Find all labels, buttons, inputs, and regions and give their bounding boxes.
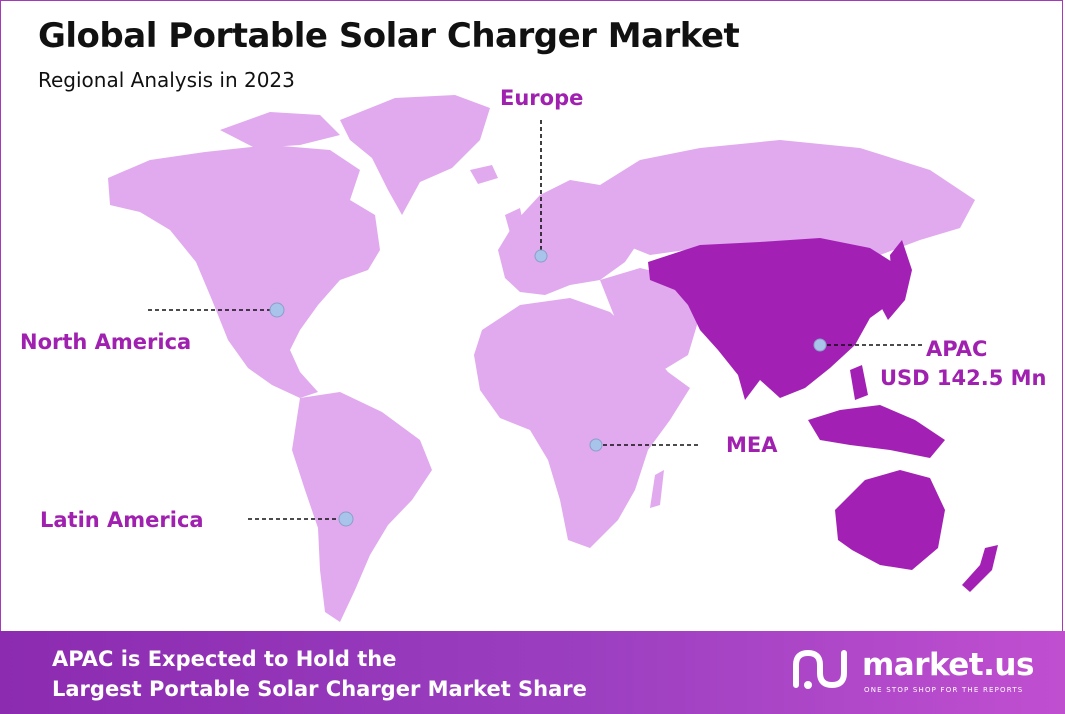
arctic-islands (220, 112, 340, 148)
apac-region (648, 238, 998, 592)
label-europe: Europe (500, 86, 584, 110)
brand-tagline: ONE STOP SHOP FOR THE REPORTS (864, 686, 1024, 694)
south-america-landmass (292, 392, 432, 622)
label-apac: APAC (926, 337, 988, 361)
new-zealand (962, 545, 998, 592)
label-mea: MEA (726, 433, 778, 457)
middle-east (600, 268, 700, 372)
world-map (108, 95, 998, 622)
north-asia (600, 140, 975, 255)
north-america-marker (269, 302, 285, 318)
north-america-landmass (108, 145, 380, 398)
page-title: Global Portable Solar Charger Market (38, 16, 740, 56)
label-apac-value: USD 142.5 Mn (880, 366, 1047, 390)
footer-banner: APAC is Expected to Hold the Largest Por… (0, 631, 1065, 714)
land-masses (108, 95, 975, 622)
leader-lines (148, 120, 925, 520)
japan (880, 240, 912, 320)
footer-line-2: Largest Portable Solar Charger Market Sh… (52, 677, 587, 701)
asia-mainland (648, 238, 905, 400)
greenland (340, 95, 490, 215)
europe-landmass (498, 180, 640, 295)
brand-name: market.us (862, 647, 1034, 683)
iceland (470, 165, 498, 184)
region-markers (269, 249, 827, 527)
madagascar (650, 470, 664, 508)
label-north-america: North America (20, 330, 192, 354)
mea-marker (589, 438, 603, 452)
label-latin-america: Latin America (40, 508, 204, 532)
latin-america-marker (338, 511, 354, 527)
southeast-asia-islands (808, 405, 945, 458)
australia (835, 470, 945, 570)
philippines (850, 365, 868, 400)
brand-logo[interactable]: market.us ONE STOP SHOP FOR THE REPORTS (790, 645, 1034, 698)
europe-marker (534, 249, 548, 263)
apac-marker (813, 338, 827, 352)
africa-landmass (474, 298, 690, 548)
footer-line-1: APAC is Expected to Hold the (52, 647, 397, 671)
page-subtitle: Regional Analysis in 2023 (38, 68, 295, 92)
uk (505, 208, 525, 240)
footer-text: APAC is Expected to Hold the Largest Por… (52, 644, 587, 704)
brand-mark-icon (793, 649, 847, 689)
